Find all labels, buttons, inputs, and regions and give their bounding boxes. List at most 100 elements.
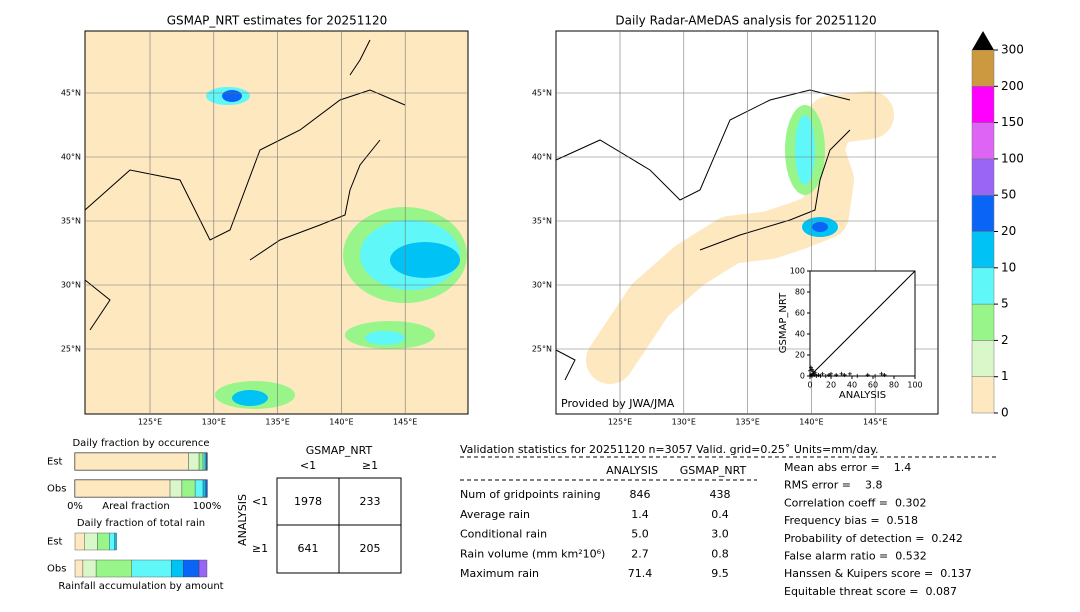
point xyxy=(809,365,814,370)
bar-segment xyxy=(131,559,172,578)
colorbar-label: 1 xyxy=(1001,369,1009,383)
colorbar-segment xyxy=(971,122,995,160)
colorbar-segment xyxy=(971,267,995,305)
bar-segment xyxy=(181,479,196,498)
colorbar-segment xyxy=(971,194,995,232)
y-tick-label: 80 xyxy=(795,288,805,297)
point xyxy=(842,372,847,377)
lat-label: 45°N xyxy=(61,89,81,98)
colorbar-label: 150 xyxy=(1001,115,1024,129)
bar-segment xyxy=(198,452,204,471)
lon-label: 125°E xyxy=(138,418,162,427)
point xyxy=(865,372,870,377)
map-title: GSMAP_NRT estimates for 20251120 xyxy=(167,14,388,28)
point xyxy=(839,371,844,376)
y-tick-label: Obs xyxy=(47,484,66,495)
bar-segment xyxy=(114,532,117,551)
stats-header: Validation statistics for 20251120 n=305… xyxy=(460,443,879,456)
rain-area xyxy=(795,115,815,185)
point xyxy=(813,370,818,375)
lon-label: 125°E xyxy=(608,418,632,427)
bar-segment xyxy=(188,452,200,471)
lat-label: 25°N xyxy=(532,345,552,354)
x-tick-label: 100% xyxy=(193,501,222,512)
colorbar-label: 100 xyxy=(1001,151,1024,165)
bar-segment xyxy=(74,452,189,471)
point xyxy=(810,374,815,378)
point xyxy=(812,372,817,377)
column-label: ANALYSIS xyxy=(606,464,658,477)
score: Hanssen & Kuipers score = 0.137 xyxy=(784,567,972,580)
colorbar-label: 10 xyxy=(1001,260,1016,274)
stat-value: 438 xyxy=(710,488,731,501)
colorbar-label: 0 xyxy=(1001,406,1009,420)
rain-area xyxy=(232,390,268,406)
bar-segment xyxy=(95,559,132,578)
lat-label: 45°N xyxy=(532,89,552,98)
colorbar-label: 20 xyxy=(1001,224,1016,238)
score: RMS error = 3.8 xyxy=(784,479,882,492)
bar-segment xyxy=(198,559,208,578)
row-label: <1 xyxy=(252,495,268,508)
point xyxy=(810,367,815,372)
score: Equitable threat score = 0.087 xyxy=(784,585,957,598)
colorbar-segment xyxy=(971,376,995,414)
column-label: <1 xyxy=(300,459,316,472)
rain-area xyxy=(812,222,828,232)
bar-segment xyxy=(206,452,208,471)
lat-label: 30°N xyxy=(61,281,81,290)
bar-segment xyxy=(82,559,97,578)
lat-label: 35°N xyxy=(532,217,552,226)
x-tick-label: 0% xyxy=(67,501,83,512)
lon-label: 130°E xyxy=(672,418,696,427)
y-tick-label: Est xyxy=(47,457,63,468)
stat-value: 71.4 xyxy=(628,567,653,580)
stat-value: 846 xyxy=(630,488,651,501)
stat-value: 0.4 xyxy=(711,508,729,521)
x-tick-label: 60 xyxy=(868,381,878,390)
stat-value: 0.8 xyxy=(711,547,729,560)
lon-label: 135°E xyxy=(265,418,289,427)
point xyxy=(834,372,839,377)
bar-segment xyxy=(74,532,85,551)
cell: 233 xyxy=(360,495,381,508)
chart-title: Daily fraction of total rain xyxy=(77,518,205,529)
bar-segment xyxy=(97,532,110,551)
bar-segment xyxy=(194,479,204,498)
colorbar-label: 5 xyxy=(1001,297,1009,311)
bar-segment xyxy=(74,559,84,578)
point xyxy=(873,374,878,378)
lon-label: 145°E xyxy=(393,418,417,427)
lat-label: 25°N xyxy=(61,345,81,354)
point xyxy=(808,368,812,373)
y-axis-label: GSMAP_NRT xyxy=(778,292,789,353)
colorbar-label: 300 xyxy=(1001,43,1024,57)
lat-label: 40°N xyxy=(61,153,81,162)
point xyxy=(814,374,819,378)
bar-segment xyxy=(202,479,206,498)
colorbar-segment xyxy=(971,49,995,87)
rain-area xyxy=(222,90,242,102)
point xyxy=(826,372,831,377)
cell: 205 xyxy=(360,542,381,555)
stat-label: Maximum rain xyxy=(460,567,539,580)
point xyxy=(855,374,860,378)
bar-segment xyxy=(84,532,98,551)
diagonal xyxy=(809,270,916,377)
lon-label: 145°E xyxy=(863,418,887,427)
chart-title: Daily fraction by occurence xyxy=(72,438,209,449)
bar-segment xyxy=(205,479,208,498)
coastline xyxy=(555,89,851,381)
point xyxy=(823,374,828,378)
colorbar-segment xyxy=(971,303,995,341)
point xyxy=(879,371,884,376)
x-axis-label: Areal fraction xyxy=(102,501,169,512)
row-label: ≥1 xyxy=(252,542,268,555)
x-tick-label: 100 xyxy=(907,381,922,390)
y-tick-label: 0 xyxy=(800,372,805,381)
colorbar-segment xyxy=(971,158,995,196)
rain-area xyxy=(390,242,460,278)
colorbar-segment xyxy=(971,231,995,269)
contingency-table: GSMAP_NRT <1 ≥1 ANALYSIS <1 ≥1 1978 233 … xyxy=(236,444,402,574)
